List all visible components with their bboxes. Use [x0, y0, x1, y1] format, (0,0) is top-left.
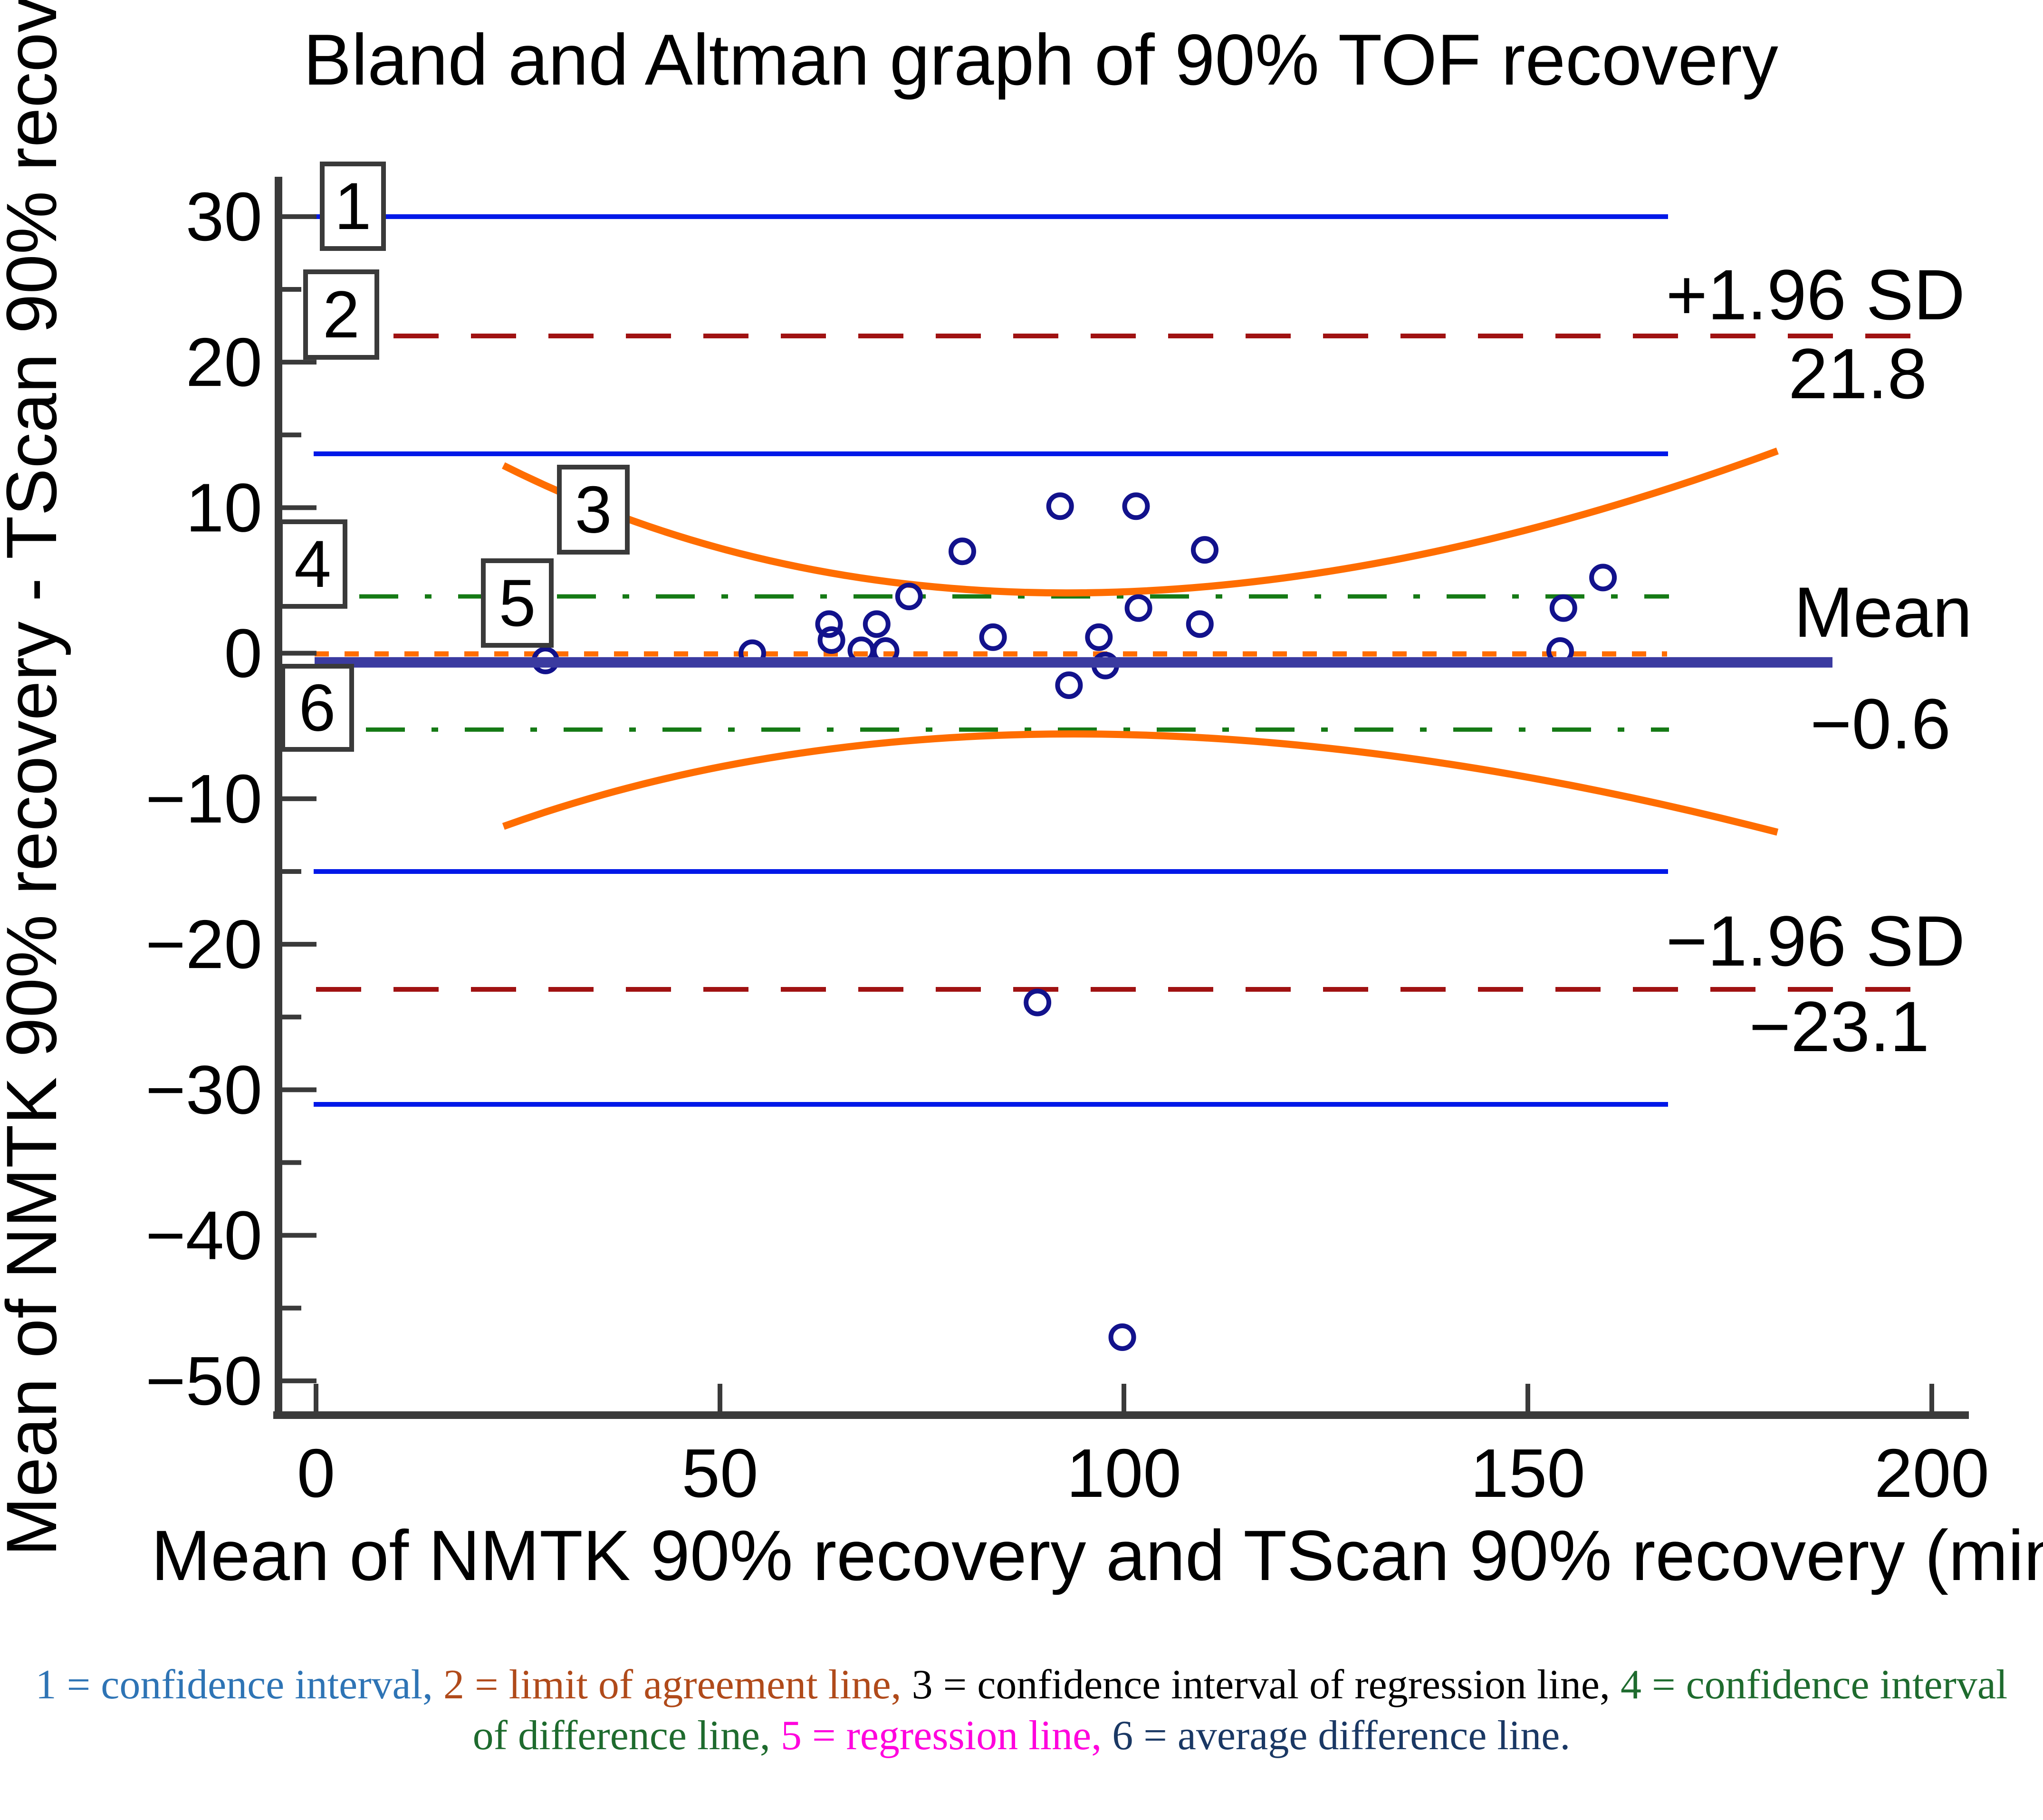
callout-box: [303, 269, 379, 360]
scatter-point: [1046, 492, 1074, 520]
scatter-point: [895, 583, 923, 611]
x-tick-label: 200: [1874, 1435, 1989, 1512]
scatter-point: [1085, 623, 1113, 651]
y-minor-tick: [282, 287, 301, 292]
caption-segment: 2 = limit of agreement line,: [443, 1662, 912, 1708]
caption-segment: 4 = confidence interval: [1620, 1662, 2008, 1708]
caption-segment: 1 = confidence interval,: [35, 1662, 444, 1708]
y-major-tick: [282, 796, 317, 801]
caption-segment: of difference line,: [472, 1713, 781, 1759]
y-major-tick: [282, 360, 317, 365]
y-tick-label: 20: [186, 324, 262, 401]
x-axis-spine: [273, 1411, 1969, 1419]
callout-label: 4: [294, 527, 331, 601]
callout-box: [320, 162, 386, 251]
caption-segment: 5 = regression line,: [780, 1713, 1113, 1759]
callout-box: [557, 465, 630, 555]
caption-line: 1 = confidence interval, 2 = limit of ag…: [0, 1659, 2043, 1710]
x-major-tick: [1525, 1384, 1530, 1411]
scatter-point: [949, 537, 976, 565]
scatter-point: [1589, 564, 1617, 592]
stat-label: 21.8: [1788, 334, 1927, 413]
scatter-point: [1124, 594, 1152, 622]
stat-label: Mean: [1794, 572, 1972, 652]
y-axis-spine: [275, 177, 282, 1419]
stat-label: −0.6: [1810, 684, 1951, 764]
scatter-point: [1024, 988, 1052, 1016]
y-minor-tick: [282, 432, 301, 438]
scatter-point: [1055, 671, 1083, 699]
y-major-tick: [282, 505, 317, 510]
x-tick-label: 50: [681, 1435, 758, 1512]
y-minor-tick: [282, 1305, 301, 1311]
scatter-point: [1186, 610, 1214, 638]
y-minor-tick: [282, 869, 301, 874]
regression-ci-lower-band: [502, 730, 1779, 836]
callout-box: [278, 519, 347, 609]
caption-line: of difference line, 5 = regression line,…: [0, 1710, 2043, 1761]
callout-box: [481, 558, 554, 648]
callout-label: 2: [323, 277, 360, 352]
callout-label: 6: [299, 671, 336, 745]
y-major-tick: [282, 1233, 317, 1238]
y-axis-label: Mean of NMTK 90% recovery - TScan 90% re…: [0, 0, 71, 1556]
callout-box: [280, 664, 354, 752]
figure-caption: 1 = confidence interval, 2 = limit of ag…: [0, 1659, 2043, 1762]
x-major-tick: [718, 1384, 722, 1411]
y-minor-tick: [282, 1160, 301, 1165]
scatter-point: [1191, 536, 1218, 564]
y-tick-label: 0: [224, 615, 262, 692]
scatter-point: [817, 626, 845, 654]
caption-segment: 3 = confidence interval of regression li…: [911, 1662, 1621, 1708]
regression-ci-upper-band: [502, 447, 1779, 597]
x-major-tick: [314, 1384, 318, 1411]
y-tick-label: −30: [145, 1051, 262, 1128]
scatter-point: [1122, 492, 1150, 520]
scatter-point: [815, 610, 843, 638]
x-axis-label: Mean of NMTK 90% recovery and TScan 90% …: [151, 1515, 2043, 1595]
y-minor-tick: [282, 1015, 301, 1020]
callout-label: 3: [575, 472, 612, 547]
callout-label: 1: [335, 169, 372, 243]
scatter-point: [1108, 1323, 1136, 1351]
chart-title: Bland and Altman graph of 90% TOF recove…: [303, 19, 1778, 100]
scatter-point: [1549, 594, 1577, 622]
x-major-tick: [1122, 1384, 1126, 1411]
x-tick-label: 0: [297, 1435, 336, 1512]
y-major-tick: [282, 942, 317, 947]
scatter-point: [979, 623, 1007, 651]
x-tick-label: 100: [1066, 1435, 1181, 1512]
y-tick-label: −50: [145, 1342, 262, 1419]
stat-label: −1.96 SD: [1666, 901, 1965, 981]
x-major-tick: [1929, 1384, 1934, 1411]
stat-label: −23.1: [1749, 987, 1929, 1066]
y-tick-label: −10: [145, 760, 262, 837]
x-tick-label: 150: [1470, 1435, 1585, 1512]
y-major-tick: [282, 651, 317, 656]
callout-label: 5: [499, 565, 536, 640]
caption-segment: 6 = average difference line.: [1112, 1713, 1571, 1759]
y-major-tick: [282, 214, 317, 219]
y-tick-label: −40: [145, 1197, 262, 1274]
y-tick-label: 30: [186, 178, 262, 255]
y-tick-label: 10: [186, 469, 262, 546]
y-major-tick: [282, 1378, 317, 1383]
scatter-point: [863, 610, 891, 638]
y-major-tick: [282, 1087, 317, 1092]
stat-label: +1.96 SD: [1666, 255, 1965, 335]
y-tick-label: −20: [145, 906, 262, 983]
